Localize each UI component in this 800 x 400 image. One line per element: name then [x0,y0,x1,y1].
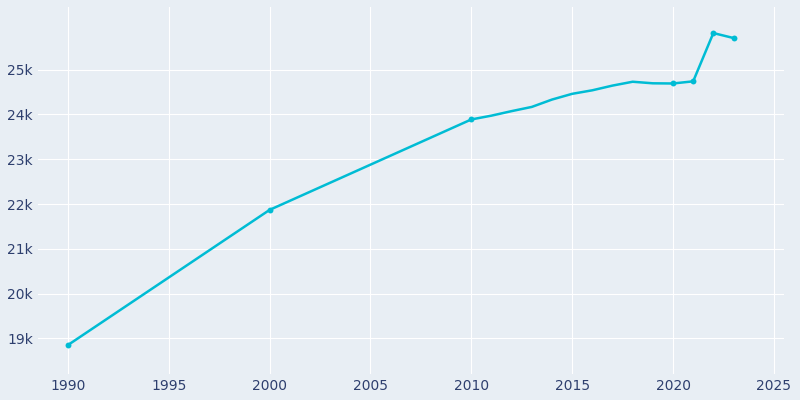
Point [62,342,74,348]
Point [666,80,679,87]
Point [727,35,740,41]
Point [465,116,478,123]
Point [686,78,699,84]
Point [707,30,720,36]
Point [263,207,276,213]
